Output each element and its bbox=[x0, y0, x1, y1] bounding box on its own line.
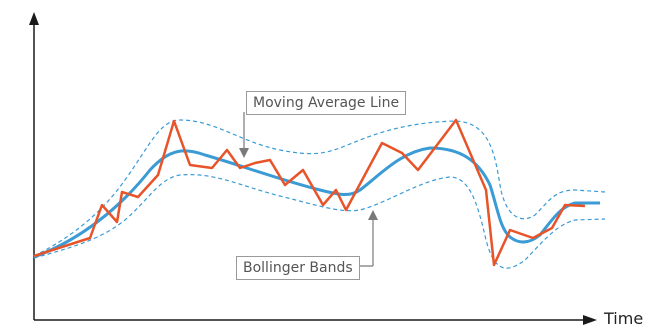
bollinger-bands-label: Bollinger Bands bbox=[236, 256, 360, 280]
price-line bbox=[34, 120, 585, 265]
bollinger-callout-arrow bbox=[368, 210, 378, 220]
x-axis-label: Time bbox=[604, 309, 643, 328]
moving-average-label: Moving Average Line bbox=[246, 91, 406, 115]
moving-average-callout-arrow bbox=[239, 148, 249, 158]
x-axis-arrow bbox=[583, 315, 597, 325]
upper-bollinger-band bbox=[34, 120, 605, 256]
y-axis-arrow bbox=[29, 12, 39, 25]
moving-average-line bbox=[34, 148, 600, 257]
